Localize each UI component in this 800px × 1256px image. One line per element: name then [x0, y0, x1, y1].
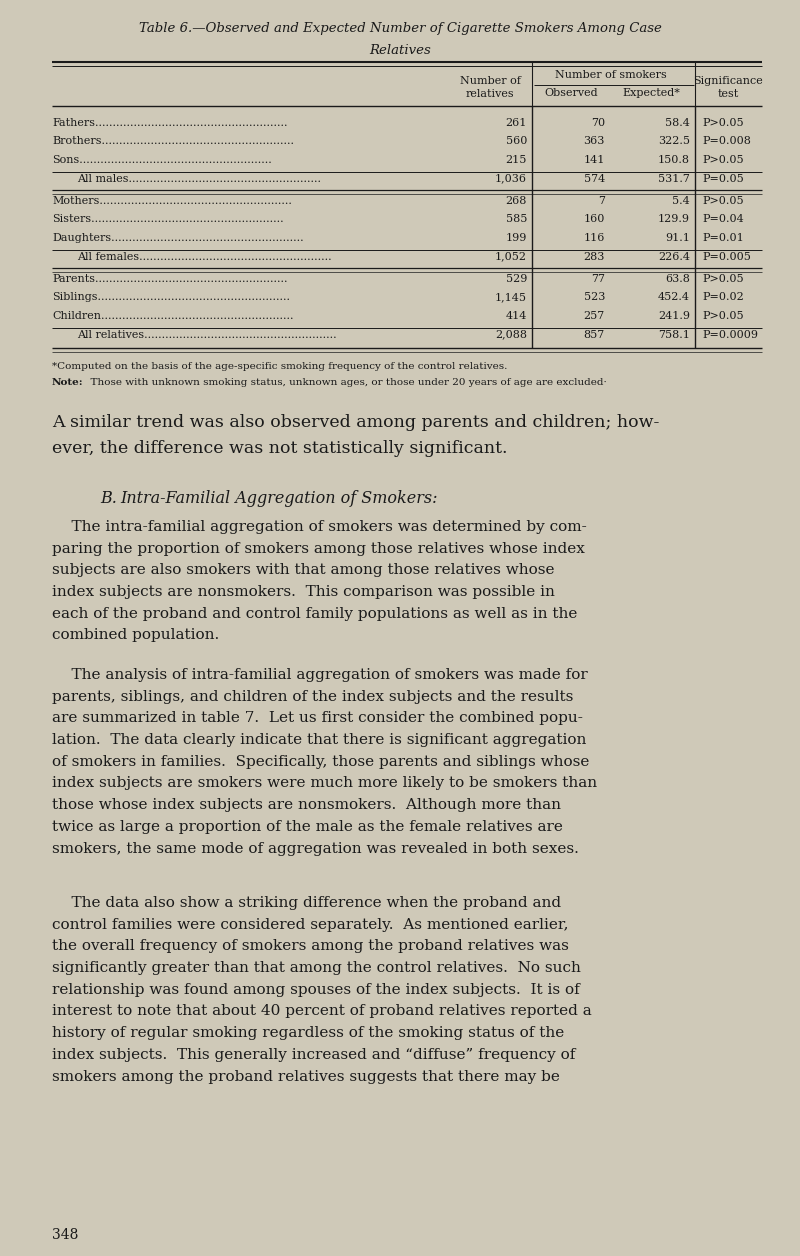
Text: P=0.04: P=0.04 — [702, 215, 744, 225]
Text: 1,036: 1,036 — [495, 173, 527, 183]
Text: 70: 70 — [591, 118, 605, 128]
Text: 268: 268 — [506, 196, 527, 206]
Text: 322.5: 322.5 — [658, 137, 690, 147]
Text: 574: 574 — [584, 173, 605, 183]
Text: A similar trend was also observed among parents and children; how-
ever, the dif: A similar trend was also observed among … — [52, 414, 659, 457]
Text: Those with unknown smoking status, unknown ages, or those under 20 years of age : Those with unknown smoking status, unkno… — [84, 378, 606, 387]
Text: 529: 529 — [506, 274, 527, 284]
Text: Number of smokers: Number of smokers — [555, 70, 667, 80]
Text: 77: 77 — [591, 274, 605, 284]
Text: 226.4: 226.4 — [658, 251, 690, 261]
Text: All males.......................................................: All males...............................… — [77, 173, 321, 183]
Text: P=0.02: P=0.02 — [702, 293, 744, 303]
Text: P>0.05: P>0.05 — [702, 274, 744, 284]
Text: P=0.05: P=0.05 — [702, 173, 744, 183]
Text: The analysis of intra-familial aggregation of smokers was made for
parents, sibl: The analysis of intra-familial aggregati… — [52, 668, 597, 855]
Text: 129.9: 129.9 — [658, 215, 690, 225]
Text: 58.4: 58.4 — [665, 118, 690, 128]
Text: P=0.0009: P=0.0009 — [702, 329, 758, 339]
Text: Siblings.......................................................: Siblings................................… — [52, 293, 290, 303]
Text: 348: 348 — [52, 1228, 78, 1242]
Text: 63.8: 63.8 — [665, 274, 690, 284]
Text: 91.1: 91.1 — [665, 234, 690, 242]
Text: P=0.01: P=0.01 — [702, 234, 744, 242]
Text: Daughters.......................................................: Daughters...............................… — [52, 234, 304, 242]
Text: All females.......................................................: All females.............................… — [77, 251, 332, 261]
Text: 414: 414 — [506, 311, 527, 322]
Text: Table 6.—Observed and Expected Number of Cigarette Smokers Among Case: Table 6.—Observed and Expected Number of… — [138, 23, 662, 35]
Text: All relatives.......................................................: All relatives...........................… — [77, 329, 337, 339]
Text: 585: 585 — [506, 215, 527, 225]
Text: 1,145: 1,145 — [495, 293, 527, 303]
Text: Significance
test: Significance test — [694, 77, 763, 99]
Text: 261: 261 — [506, 118, 527, 128]
Text: 116: 116 — [584, 234, 605, 242]
Text: Relatives: Relatives — [369, 44, 431, 57]
Text: 523: 523 — [584, 293, 605, 303]
Text: *Computed on the basis of the age-specific smoking frequency of the control rela: *Computed on the basis of the age-specif… — [52, 362, 507, 371]
Text: 283: 283 — [584, 251, 605, 261]
Text: P>0.05: P>0.05 — [702, 154, 744, 165]
Text: Mothers.......................................................: Mothers.................................… — [52, 196, 292, 206]
Text: 1,052: 1,052 — [495, 251, 527, 261]
Text: 199: 199 — [506, 234, 527, 242]
Text: Number of
relatives: Number of relatives — [459, 77, 521, 99]
Text: 257: 257 — [584, 311, 605, 322]
Text: Sons.......................................................: Sons....................................… — [52, 154, 272, 165]
Text: B.: B. — [100, 490, 127, 507]
Text: 5.4: 5.4 — [672, 196, 690, 206]
Text: Children.......................................................: Children................................… — [52, 311, 294, 322]
Text: P=0.005: P=0.005 — [702, 251, 751, 261]
Text: Intra-Familial Aggregation of Smokers:: Intra-Familial Aggregation of Smokers: — [120, 490, 438, 507]
Text: Fathers.......................................................: Fathers.................................… — [52, 118, 287, 128]
Text: 2,088: 2,088 — [495, 329, 527, 339]
Text: Parents.......................................................: Parents.................................… — [52, 274, 287, 284]
Text: 141: 141 — [584, 154, 605, 165]
Text: Sisters.......................................................: Sisters.................................… — [52, 215, 284, 225]
Text: 363: 363 — [584, 137, 605, 147]
Text: 857: 857 — [584, 329, 605, 339]
Text: P>0.05: P>0.05 — [702, 311, 744, 322]
Text: Note:: Note: — [52, 378, 84, 387]
Text: Brothers.......................................................: Brothers................................… — [52, 137, 294, 147]
Text: 560: 560 — [506, 137, 527, 147]
Text: 160: 160 — [584, 215, 605, 225]
Text: 215: 215 — [506, 154, 527, 165]
Text: P=0.008: P=0.008 — [702, 137, 751, 147]
Text: P>0.05: P>0.05 — [702, 196, 744, 206]
Text: 452.4: 452.4 — [658, 293, 690, 303]
Text: Observed: Observed — [544, 88, 598, 98]
Text: P>0.05: P>0.05 — [702, 118, 744, 128]
Text: 531.7: 531.7 — [658, 173, 690, 183]
Text: Expected*: Expected* — [622, 88, 680, 98]
Text: 7: 7 — [598, 196, 605, 206]
Text: 150.8: 150.8 — [658, 154, 690, 165]
Text: 758.1: 758.1 — [658, 329, 690, 339]
Text: 241.9: 241.9 — [658, 311, 690, 322]
Text: The data also show a striking difference when the proband and
control families w: The data also show a striking difference… — [52, 896, 592, 1084]
Text: The intra-familial aggregation of smokers was determined by com-
paring the prop: The intra-familial aggregation of smoker… — [52, 520, 586, 643]
